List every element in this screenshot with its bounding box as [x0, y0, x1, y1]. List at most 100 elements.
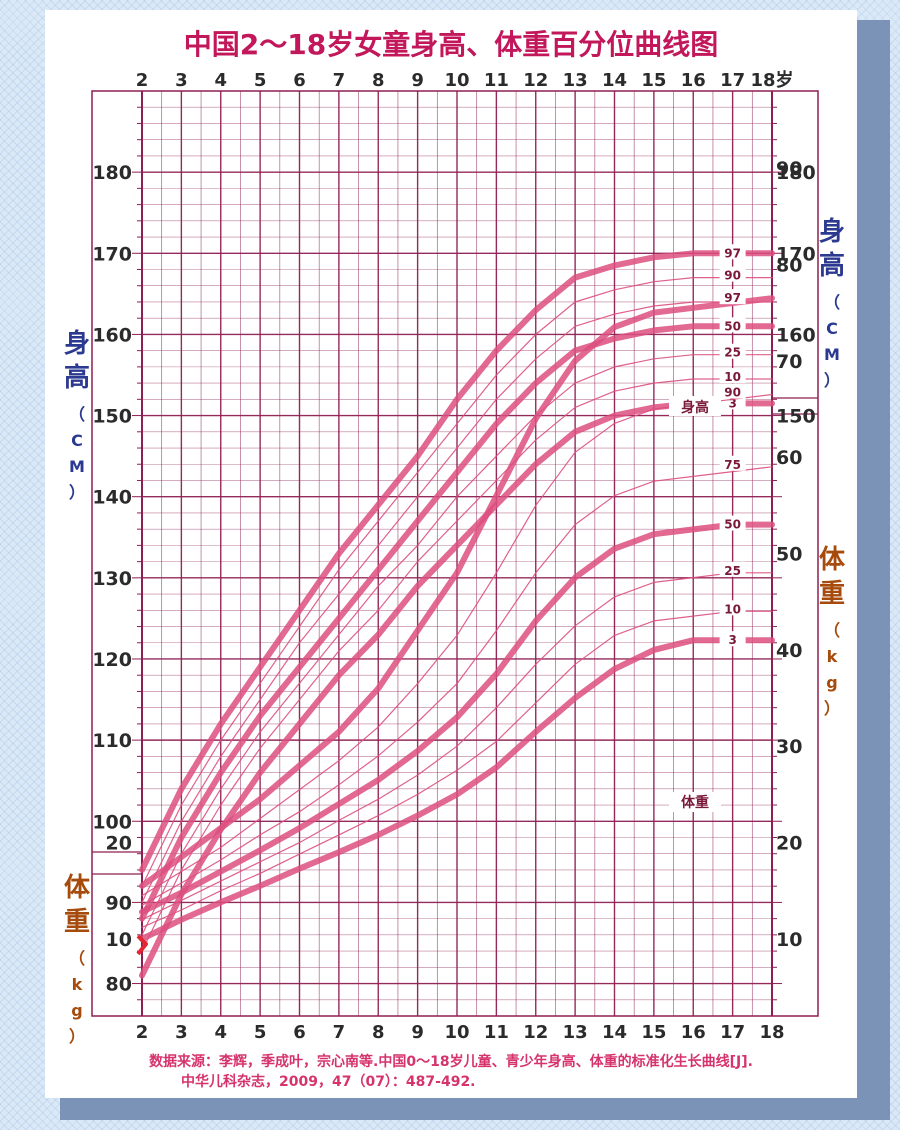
- weight-series-label-p75: 75: [724, 458, 741, 472]
- weight-axis-label-left: ）: [69, 1027, 85, 1046]
- height-tick-label: 140: [92, 487, 132, 509]
- x-tick-label-bottom: 14: [602, 1022, 627, 1043]
- weight-axis-label-right: 重: [819, 579, 845, 609]
- weight-series-label-p97: 97: [724, 291, 741, 305]
- weight-axis-label-right: k: [827, 647, 838, 666]
- height-axis-label-left: ）: [69, 483, 85, 502]
- x-tick-label-bottom: 11: [484, 1022, 509, 1043]
- height-axis-label-right: C: [826, 319, 838, 338]
- x-tick-label-top: 14: [602, 70, 627, 91]
- height-series-label-p50: 50: [724, 319, 741, 333]
- height-series-label-p90: 90: [724, 269, 741, 283]
- weight-series-label-p3: 3: [728, 633, 736, 647]
- height-tick-label: 110: [92, 730, 132, 752]
- weight-axis-label-left: k: [72, 975, 83, 994]
- weight-axis-label-left: （: [69, 949, 85, 968]
- start-marker-icon: [136, 934, 148, 956]
- x-tick-label-top: 7: [333, 70, 346, 91]
- weight-caption-bg: [669, 792, 721, 812]
- height-curve-p75: [141, 301, 773, 903]
- height-tick-label-right: 160: [776, 324, 816, 346]
- height-curve-p3: [139, 400, 775, 979]
- height-axis-label-left: 高: [64, 362, 90, 393]
- height-series-label-p97: 97: [724, 246, 741, 260]
- height-series-label-p3: 3: [728, 396, 736, 410]
- height-axis-label-right: 身: [819, 216, 845, 247]
- weight-tick-label: 10: [106, 929, 132, 951]
- weight-curve-p25: [141, 572, 773, 921]
- weight-curve-p90: [141, 393, 773, 897]
- weight-series-label-p10: 10: [724, 602, 741, 616]
- height-tick-label: 90: [106, 892, 132, 914]
- source-line-1: 数据来源：李辉，季成叶，宗心南等.中国0～18岁儿童、青少年身高、体重的标准化生…: [149, 1053, 753, 1070]
- height-axis-label-left: M: [69, 457, 85, 476]
- x-tick-label-top: 2: [136, 70, 149, 91]
- height-label-bg: [719, 244, 746, 260]
- height-axis-label-right: ）: [824, 371, 840, 390]
- weight-label-bg: [719, 600, 746, 616]
- x-tick-label-top: 18岁: [750, 69, 793, 91]
- height-tick-label-right: 170: [776, 243, 816, 265]
- weight-tick-label-right: 10: [776, 929, 802, 951]
- weight-tick-label: 20: [106, 833, 132, 855]
- weight-tick-label-right: 60: [776, 447, 802, 469]
- weight-axis-label-right: g: [826, 673, 837, 692]
- x-tick-label-top: 15: [641, 70, 666, 91]
- height-axis-label-right: M: [824, 345, 840, 364]
- weight-tick-label-right: 50: [776, 544, 802, 566]
- weight-series-label-p50: 50: [724, 518, 741, 532]
- x-tick-label-bottom: 15: [641, 1022, 666, 1043]
- height-label-bg: [719, 317, 746, 333]
- weight-curve-p50: [139, 521, 775, 915]
- weight-axis-label-left: g: [71, 1001, 82, 1020]
- x-tick-label-top: 3: [175, 70, 188, 91]
- weight-label-bg: [719, 383, 746, 399]
- x-tick-label-top: 16: [681, 70, 706, 91]
- x-tick-label-top: 13: [563, 70, 588, 91]
- height-label-bg: [719, 343, 746, 359]
- weight-label-bg: [719, 561, 746, 577]
- weight-axis-label-right: ）: [824, 699, 840, 718]
- weight-curve-p75: [141, 466, 773, 906]
- height-tick-label: 160: [92, 324, 132, 346]
- weight-label-bg: [719, 455, 746, 471]
- x-tick-label-bottom: 12: [523, 1022, 548, 1043]
- height-tick-label: 150: [92, 406, 132, 428]
- height-curve-p90: [141, 277, 773, 887]
- x-tick-label-top: 9: [411, 70, 424, 91]
- height-caption: 身高: [681, 399, 709, 416]
- chart-title: 中国2～18岁女童身高、体重百分位曲线图: [184, 28, 718, 61]
- x-tick-label-bottom: 2: [136, 1022, 149, 1043]
- x-tick-label-bottom: 8: [372, 1022, 385, 1043]
- height-series-label-p10: 10: [724, 370, 741, 384]
- weight-caption: 体重: [681, 794, 709, 811]
- height-axis-label-right: （: [824, 293, 840, 312]
- height-curve-p25: [141, 354, 773, 936]
- x-tick-label-top: 12: [523, 70, 548, 91]
- weight-tick-label-right: 30: [776, 736, 802, 758]
- x-tick-label-bottom: 10: [444, 1022, 469, 1043]
- height-tick-label: 100: [92, 811, 132, 833]
- weight-axis-label-left: 体: [64, 873, 91, 903]
- weight-axis-label-right: （: [824, 621, 840, 640]
- x-tick-label-top: 11: [484, 70, 509, 91]
- height-tick-label: 120: [92, 649, 132, 671]
- x-tick-label-bottom: 4: [214, 1022, 227, 1043]
- height-curve-p10: [141, 378, 773, 952]
- height-series-label-p25: 25: [724, 346, 741, 360]
- height-caption-bg: [669, 396, 721, 416]
- weight-axis-label-right: 体: [819, 545, 846, 575]
- height-axis-label-right: 高: [819, 250, 845, 281]
- height-tick-label: 180: [92, 162, 132, 184]
- weight-curve-p10: [141, 610, 773, 928]
- x-tick-label-top: 4: [214, 70, 227, 91]
- weight-curve-p97: [139, 295, 775, 889]
- height-axis-label-left: C: [71, 431, 83, 450]
- height-tick-label-right: 180: [776, 162, 816, 184]
- plot-frame: [91, 90, 819, 1017]
- x-tick-label-bottom: 6: [293, 1022, 306, 1043]
- height-curve-p97: [139, 250, 775, 873]
- x-tick-label-bottom: 3: [175, 1022, 188, 1043]
- x-tick-label-top: 10: [444, 70, 469, 91]
- x-tick-label-bottom: 9: [411, 1022, 424, 1043]
